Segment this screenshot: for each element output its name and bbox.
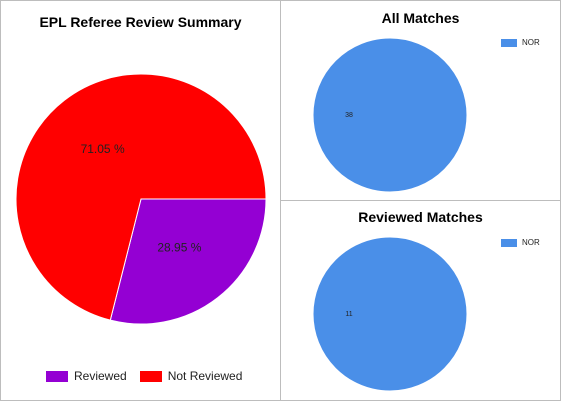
legend-label-nor: NOR (522, 38, 540, 47)
legend-swatch-not-reviewed (139, 370, 162, 382)
data-label-not-reviewed: 71.05 % (81, 142, 125, 156)
summary-chart-panel: EPL Referee Review Summary 28.95 % 71.05 … (0, 0, 281, 401)
data-label-nor: 38 (345, 112, 353, 119)
legend-label-not-reviewed: Not Reviewed (167, 369, 243, 383)
all-matches-title: All Matches (381, 10, 460, 26)
pie-slice-not-reviewed (15, 73, 267, 321)
reviewed-matches-legend: NOR (501, 238, 540, 247)
legend-swatch-reviewed (46, 370, 68, 382)
reviewed-matches-pie-chart: 11 (312, 236, 468, 392)
pie-slice-nor (312, 236, 468, 392)
reviewed-matches-title: Reviewed Matches (358, 209, 483, 225)
summary-pie-chart: 28.95 % 71.05 % (15, 73, 267, 325)
legend-swatch-nor (501, 238, 517, 247)
all-matches-pie-chart: 38 (312, 37, 468, 193)
summary-chart-title: EPL Referee Review Summary (39, 14, 242, 30)
pie-slice-reviewed (109, 198, 267, 325)
all-matches-panel: All Matches 38 NOR (280, 0, 561, 201)
legend-label-nor: NOR (522, 238, 540, 247)
data-label-nor: 11 (345, 311, 352, 318)
legend-swatch-nor (501, 38, 517, 47)
all-matches-legend: NOR (501, 38, 540, 47)
reviewed-matches-panel: Reviewed Matches 11 NOR (280, 200, 561, 401)
legend-item-not-reviewed: Not Reviewed (139, 369, 243, 383)
pie-slice-nor (312, 37, 468, 193)
legend-item-reviewed: Reviewed (46, 369, 127, 383)
summary-legend: Reviewed Not Reviewed (46, 369, 255, 383)
legend-label-reviewed: Reviewed (74, 369, 127, 383)
data-label-reviewed: 28.95 % (157, 240, 201, 254)
